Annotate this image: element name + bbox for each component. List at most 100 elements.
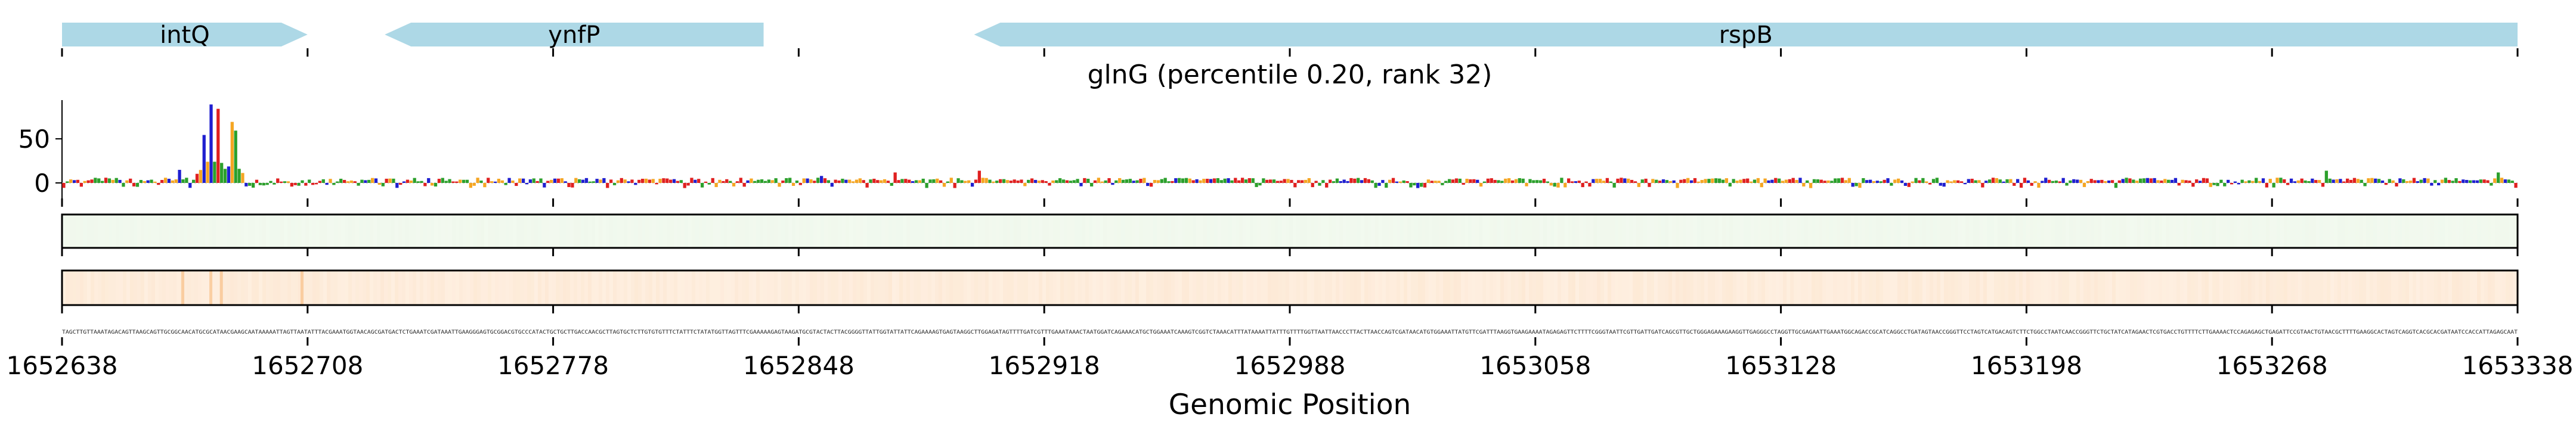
logo-letter-1653143 bbox=[1834, 178, 1837, 183]
green-heatmap-cell bbox=[928, 215, 931, 247]
logo-letter-1652841 bbox=[774, 178, 778, 183]
orange-heatmap-cell bbox=[1114, 271, 1117, 304]
orange-heatmap-cell bbox=[1024, 271, 1028, 304]
logo-letter-1652707 bbox=[304, 183, 308, 186]
orange-heatmap-cell bbox=[2141, 271, 2144, 304]
logo-letter-1652641 bbox=[72, 180, 76, 183]
logo-letter-1652889 bbox=[942, 183, 946, 187]
logo-letter-1652950 bbox=[1156, 180, 1160, 183]
x-axis-tick-label-1: 1652708 bbox=[252, 351, 363, 380]
green-heatmap-cell bbox=[1522, 215, 1525, 247]
green-heatmap-cell bbox=[1361, 215, 1364, 247]
logo-letter-1652942 bbox=[1128, 179, 1132, 183]
green-heatmap-cell bbox=[327, 215, 330, 247]
logo-letter-1653181 bbox=[1967, 179, 1970, 183]
orange-heatmap-cell bbox=[1747, 271, 1751, 304]
green-heatmap-cell bbox=[1540, 215, 1543, 247]
green-heatmap-cell bbox=[606, 215, 609, 247]
logo-letter-1653076 bbox=[1598, 179, 1602, 183]
orange-heatmap-cell bbox=[677, 271, 681, 304]
logo-letter-1652807 bbox=[655, 183, 658, 185]
logo-ytick-label-50: 50 bbox=[18, 125, 50, 154]
logo-letter-1653277 bbox=[2303, 180, 2307, 183]
logo-letter-1653284 bbox=[2328, 178, 2332, 183]
orange-heatmap-cell bbox=[1110, 271, 1114, 304]
orange-heatmap-cell bbox=[1604, 271, 1608, 304]
logo-letter-1652812 bbox=[672, 179, 676, 183]
orange-heatmap-cell bbox=[409, 271, 413, 304]
logo-letter-1652686 bbox=[230, 122, 234, 183]
green-heatmap-cell bbox=[2062, 215, 2066, 247]
orange-heatmap-cell bbox=[259, 271, 262, 304]
green-heatmap-cell bbox=[1815, 215, 1819, 247]
orange-heatmap-cell bbox=[2502, 271, 2506, 304]
x-axis-tick-label-10: 1653338 bbox=[2462, 351, 2573, 380]
green-heatmap-cell bbox=[219, 215, 223, 247]
green-heatmap-cell bbox=[660, 215, 663, 247]
green-heatmap-cell bbox=[2327, 215, 2330, 247]
green-heatmap-cell bbox=[1887, 215, 1890, 247]
green-heatmap-cell bbox=[216, 215, 219, 247]
orange-heatmap-cell bbox=[198, 271, 202, 304]
orange-heatmap-cell bbox=[1854, 271, 1858, 304]
green-heatmap-cell bbox=[1955, 215, 1958, 247]
logo-letter-1653206 bbox=[2054, 181, 2058, 183]
green-heatmap-cell bbox=[101, 215, 105, 247]
green-heatmap-cell bbox=[1908, 215, 1912, 247]
logo-letter-1652827 bbox=[725, 179, 729, 183]
green-heatmap-cell bbox=[284, 215, 287, 247]
green-heatmap-cell bbox=[1200, 215, 1203, 247]
logo-letter-1653069 bbox=[1574, 181, 1578, 183]
logo-letter-1652855 bbox=[823, 178, 827, 183]
green-heatmap-cell bbox=[570, 215, 574, 247]
orange-heatmap-cell bbox=[763, 271, 767, 304]
orange-heatmap-cell bbox=[180, 271, 184, 304]
green-heatmap-cell bbox=[2166, 215, 2169, 247]
orange-heatmap-cell bbox=[1060, 271, 1064, 304]
orange-heatmap-cell bbox=[896, 271, 899, 304]
orange-heatmap-cell bbox=[1160, 271, 1164, 304]
logo-letter-1653160 bbox=[1893, 179, 1897, 183]
logo-letter-1653224 bbox=[2117, 180, 2121, 183]
green-heatmap-cell bbox=[609, 215, 613, 247]
orange-heatmap-cell bbox=[688, 271, 692, 304]
orange-heatmap-cell bbox=[541, 271, 545, 304]
orange-heatmap-cell bbox=[1132, 271, 1135, 304]
green-heatmap-cell bbox=[1278, 215, 1282, 247]
logo-letter-1653219 bbox=[2100, 179, 2104, 183]
logo-letter-1653266 bbox=[2265, 183, 2269, 188]
orange-heatmap-cell bbox=[1214, 271, 1218, 304]
logo-letter-1653248 bbox=[2202, 178, 2206, 183]
orange-heatmap-cell bbox=[2498, 271, 2502, 304]
green-heatmap-cell bbox=[563, 215, 566, 247]
logo-letter-1653173 bbox=[1939, 183, 1942, 186]
orange-heatmap-cell bbox=[1550, 271, 1554, 304]
logo-letter-1653140 bbox=[1823, 181, 1826, 183]
green-heatmap-cell bbox=[1990, 215, 1994, 247]
green-heatmap-cell bbox=[1965, 215, 1969, 247]
orange-heatmap-cell bbox=[2069, 271, 2073, 304]
orange-heatmap-cell bbox=[838, 271, 842, 304]
orange-heatmap-cell bbox=[738, 271, 742, 304]
green-heatmap-cell bbox=[330, 215, 334, 247]
green-heatmap-cell bbox=[2101, 215, 2105, 247]
orange-heatmap-highlight-0 bbox=[181, 271, 185, 304]
green-heatmap-cell bbox=[939, 215, 942, 247]
green-heatmap-cell bbox=[334, 215, 338, 247]
logo-letter-1652979 bbox=[1258, 183, 1262, 186]
green-heatmap-cell bbox=[1983, 215, 1987, 247]
orange-heatmap-cell bbox=[1536, 271, 1540, 304]
logo-letter-1653068 bbox=[1570, 181, 1574, 183]
orange-heatmap-cell bbox=[2456, 271, 2459, 304]
logo-letter-1653130 bbox=[1788, 179, 1791, 183]
green-heatmap-cell bbox=[1883, 215, 1887, 247]
orange-heatmap-cell bbox=[431, 271, 434, 304]
orange-heatmap-cell bbox=[2448, 271, 2452, 304]
green-heatmap-cell bbox=[2105, 215, 2109, 247]
orange-heatmap-cell bbox=[1787, 271, 1790, 304]
logo-letter-1652878 bbox=[904, 179, 908, 183]
green-heatmap-cell bbox=[1862, 215, 1865, 247]
logo-letter-1652728 bbox=[377, 183, 382, 185]
logo-letter-1652744 bbox=[434, 183, 438, 186]
logo-letter-1653051 bbox=[1510, 180, 1515, 183]
